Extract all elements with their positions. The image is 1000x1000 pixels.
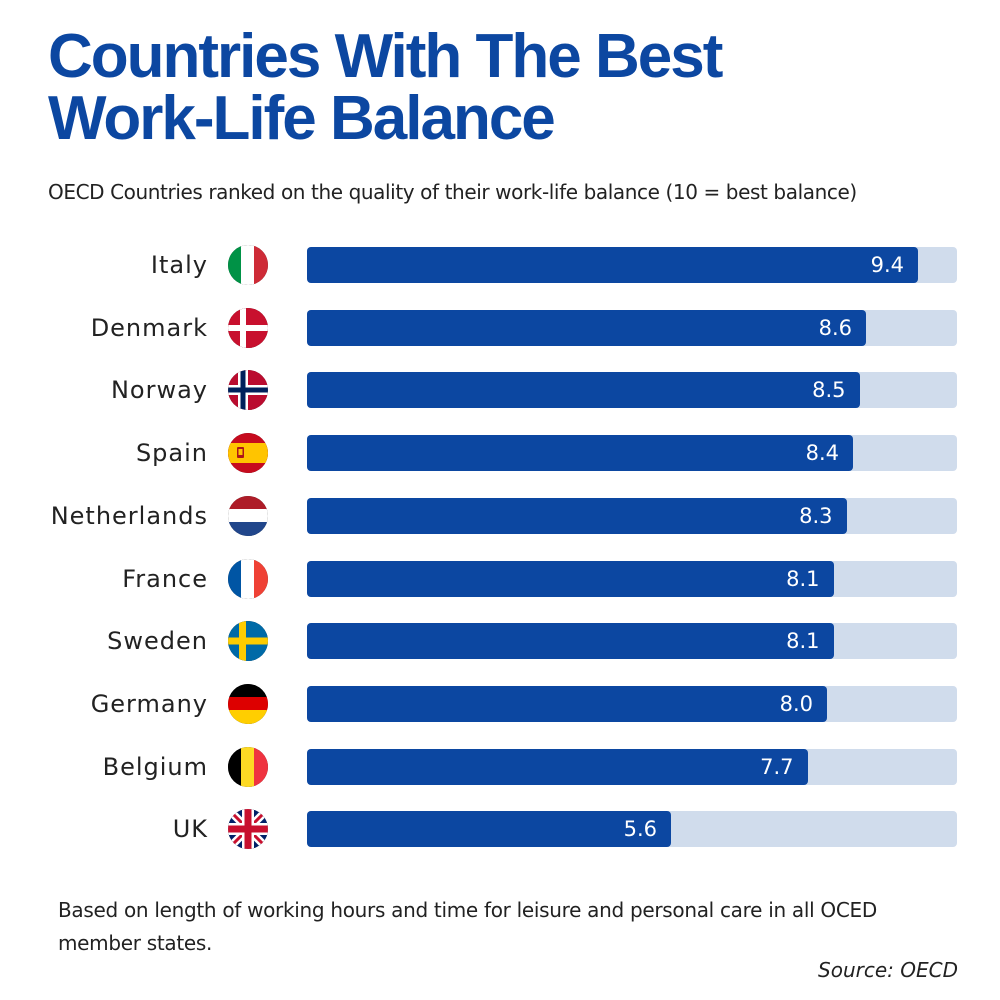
bar-track: 9.4 (307, 247, 957, 283)
data-label: 9.4 (870, 253, 904, 277)
category-label: France (122, 564, 208, 593)
france-flag-icon (228, 558, 268, 599)
bar-track: 8.5 (307, 372, 957, 409)
belgium-flag-icon (228, 746, 268, 787)
data-label: 8.6 (818, 315, 852, 340)
bar-track: 8.0 (307, 685, 957, 722)
category-label: Spain (135, 439, 208, 468)
data-label: 8.5 (812, 378, 846, 403)
category-label: Belgium (102, 752, 208, 781)
source-note: Source: OECD (818, 958, 958, 982)
chart-subtitle: OECD Countries ranked on the quality of … (48, 180, 857, 204)
chart-title: Countries With The Best Work-Life Balanc… (48, 26, 968, 150)
chart-row: Spain 8.4 (0, 433, 1000, 474)
netherlands-flag-icon (228, 495, 268, 536)
spain-flag-icon (228, 433, 268, 474)
chart-row: UK 5.6 (0, 809, 1000, 850)
chart-row: Belgium 7.7 (0, 746, 1000, 787)
bar: 8.5 (307, 372, 860, 409)
category-label: Netherlands (50, 501, 208, 530)
bar: 5.6 (307, 811, 671, 848)
bar-track: 8.4 (307, 435, 957, 472)
footnote: Based on length of working hours and tim… (58, 898, 877, 955)
category-label: Denmark (90, 313, 208, 342)
category-label: Italy (150, 251, 208, 279)
bar-track: 8.1 (307, 560, 957, 597)
data-label: 8.0 (779, 691, 813, 716)
chart-title-line-2: Work-Life Balance (48, 84, 556, 153)
sweden-flag-icon (228, 621, 268, 662)
germany-flag-icon (228, 683, 268, 724)
bar: 8.4 (307, 435, 853, 472)
italy-flag-icon (228, 245, 268, 285)
bar-track: 5.6 (307, 811, 957, 848)
bar-track: 8.3 (307, 497, 957, 534)
data-label: 8.3 (799, 503, 833, 528)
bar: 8.1 (307, 623, 834, 660)
category-label: Norway (110, 376, 208, 405)
data-label: 7.7 (760, 754, 794, 779)
data-label: 8.1 (786, 629, 820, 654)
data-label: 8.1 (786, 566, 820, 591)
category-label: Germany (90, 689, 208, 718)
category-label: UK (172, 815, 208, 844)
category-label: Sweden (107, 627, 208, 656)
bar-track: 7.7 (307, 748, 957, 785)
bar: 8.0 (307, 685, 827, 722)
bar: 8.6 (307, 309, 866, 346)
bar: 8.3 (307, 497, 847, 534)
chart-row: Italy 9.4 (0, 245, 1000, 285)
chart-row: Netherlands 8.3 (0, 495, 1000, 536)
bar-track: 8.6 (307, 309, 957, 346)
norway-flag-icon (228, 370, 268, 411)
chart-row: Denmark 8.6 (0, 307, 1000, 348)
chart-title-line-1: Countries With The Best (48, 22, 723, 91)
uk-flag-icon (228, 809, 268, 850)
data-label: 5.6 (623, 817, 657, 842)
bar: 8.1 (307, 560, 834, 597)
chart-row: France 8.1 (0, 558, 1000, 599)
bar: 7.7 (307, 748, 808, 785)
data-label: 8.4 (805, 441, 839, 466)
bar: 9.4 (307, 247, 918, 283)
chart-row: Norway 8.5 (0, 370, 1000, 411)
chart-row: Sweden 8.1 (0, 621, 1000, 662)
chart-row: Germany 8.0 (0, 683, 1000, 724)
bar-track: 8.1 (307, 623, 957, 660)
denmark-flag-icon (228, 307, 268, 348)
